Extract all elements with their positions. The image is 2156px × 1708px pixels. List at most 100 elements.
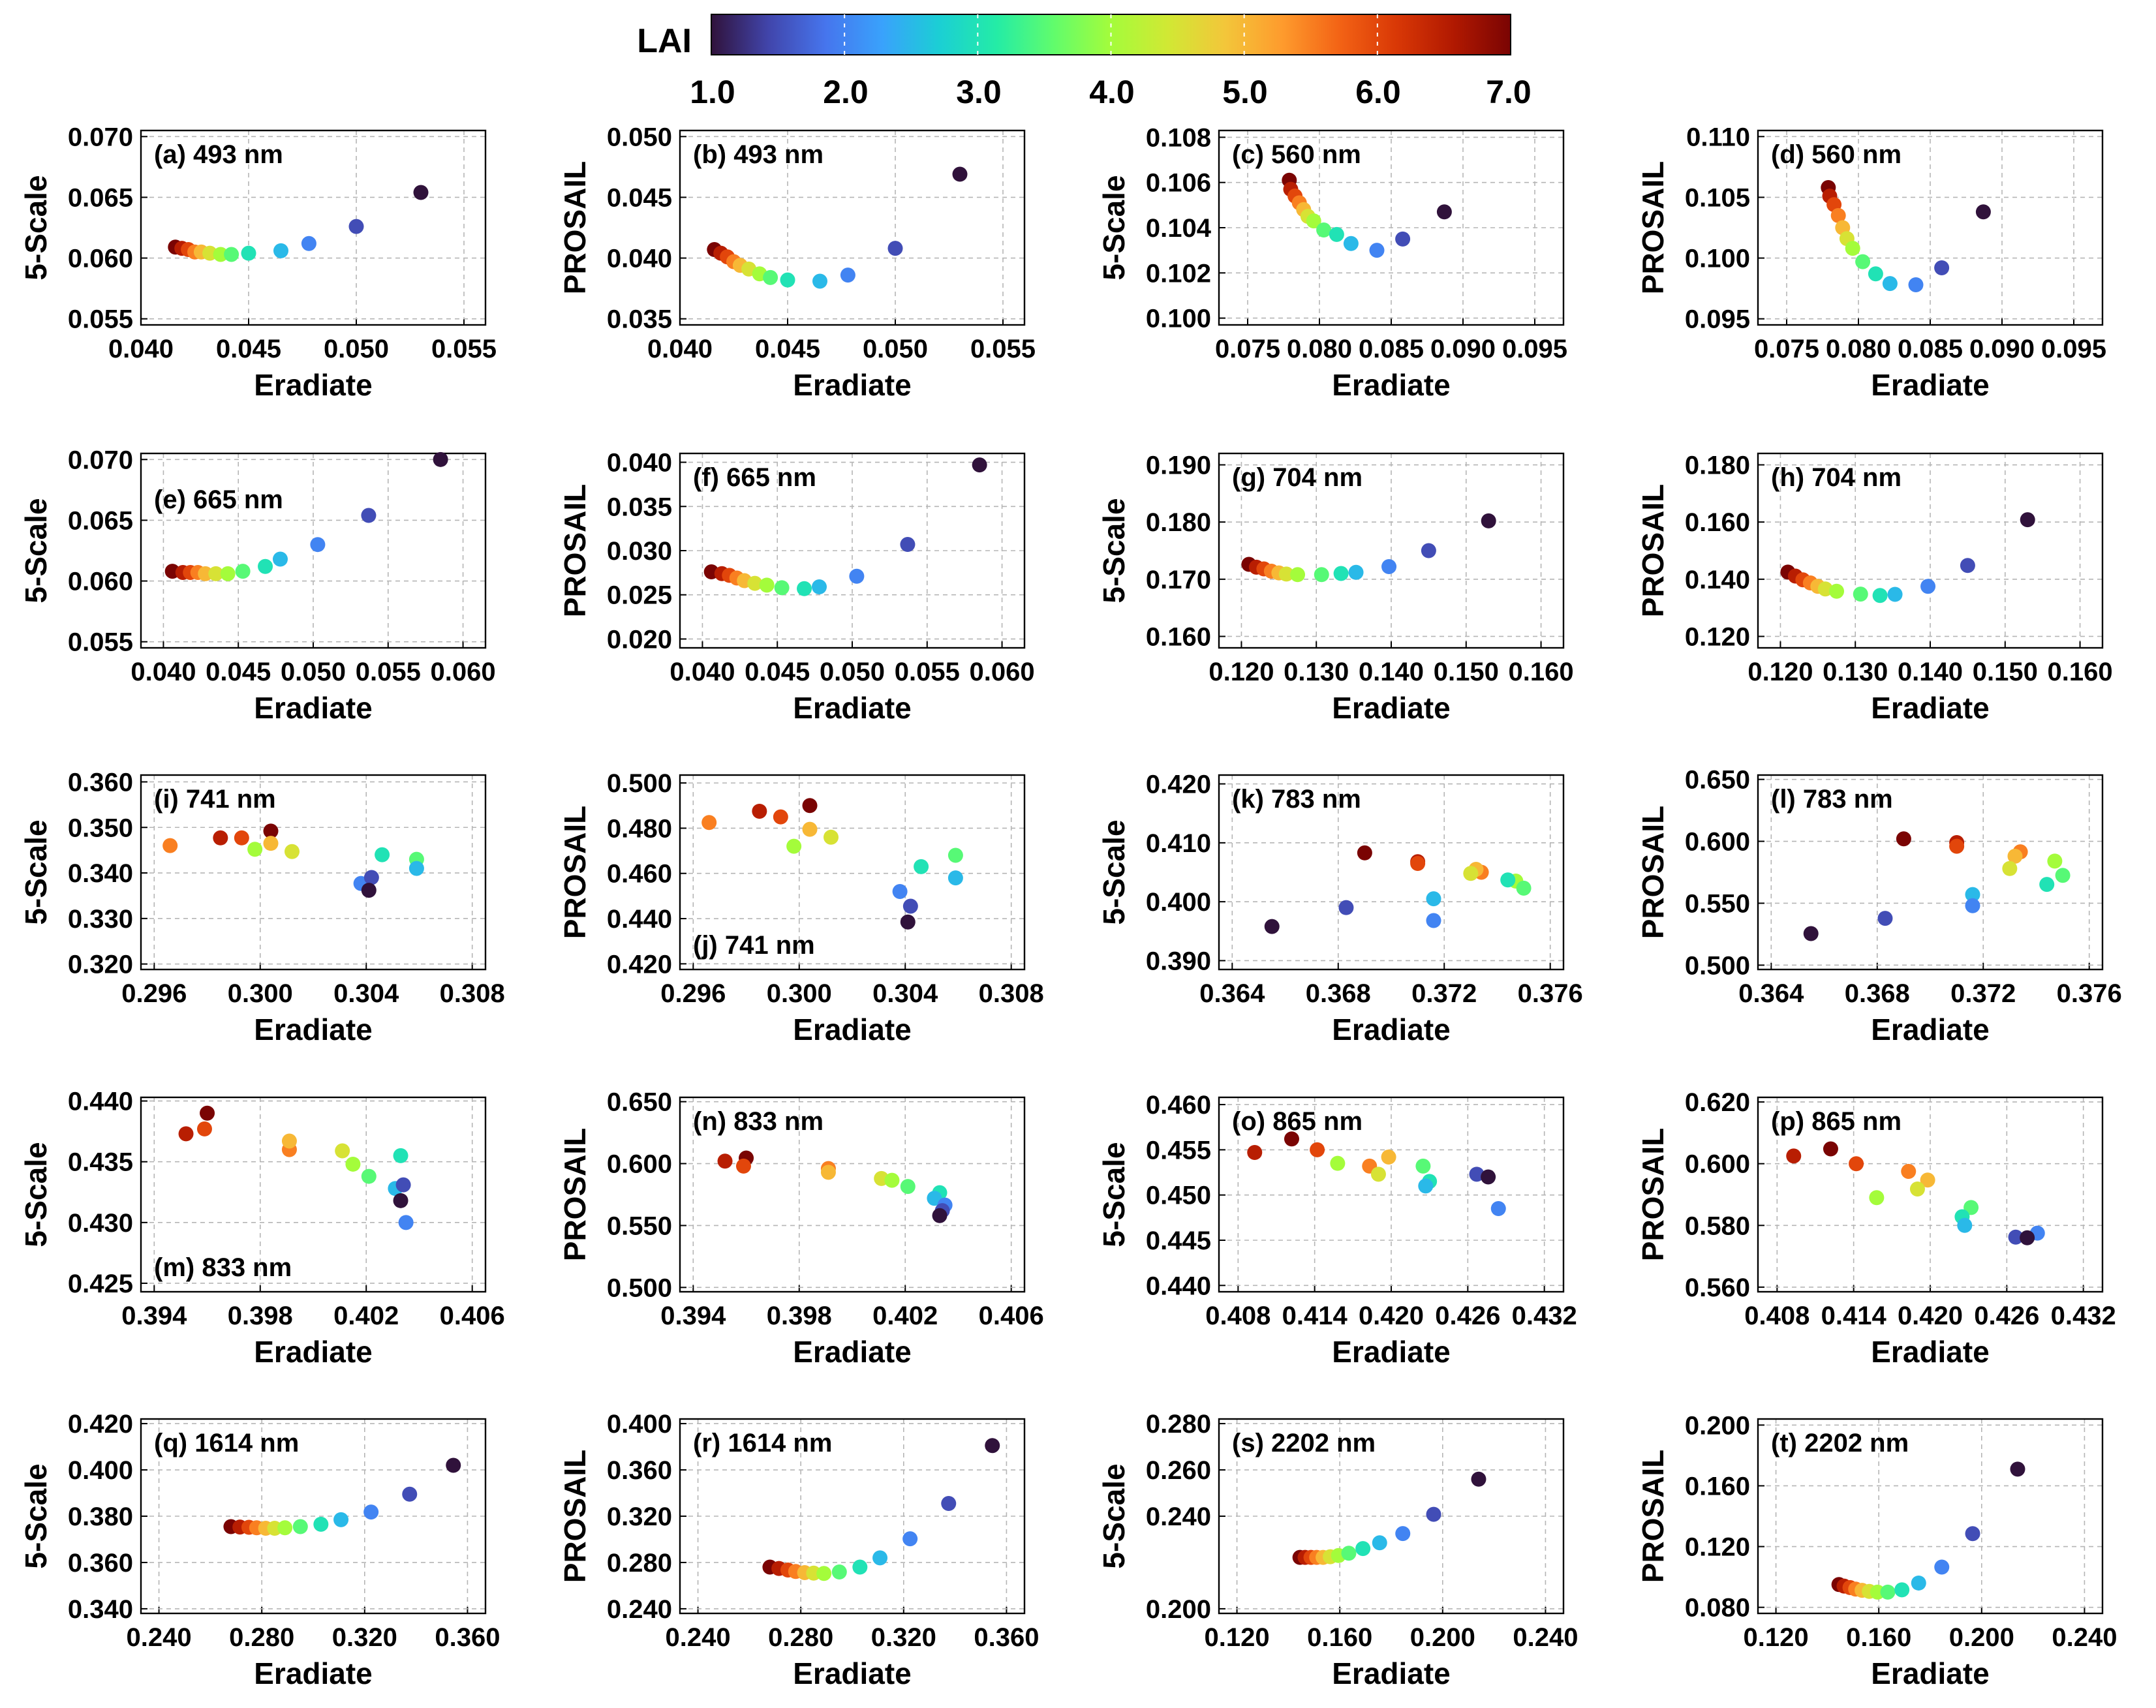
data-point [1975,204,1991,220]
data-point [361,883,377,898]
data-point [902,898,918,914]
colorbar-ticks [844,14,1378,55]
data-point [1830,207,1846,223]
x-tick-label: 0.045 [745,658,810,686]
x-tick-label: 0.308 [979,979,1044,1008]
plot-frame [140,1418,487,1615]
data-point [820,1165,836,1180]
data-point [1333,566,1349,581]
x-tick-label: 0.280 [768,1623,833,1652]
x-tick-label: 0.090 [1969,335,2035,363]
x-tick-label: 0.398 [228,1302,293,1330]
data-point [1381,1149,1396,1165]
y-tick-label: 0.100 [1146,305,1211,333]
x-tick-label: 0.408 [1205,1302,1270,1330]
y-tick-label: 0.030 [607,537,672,566]
x-tick-label: 0.394 [660,1302,726,1330]
x-tick-label: 0.040 [670,658,735,686]
data-point [972,457,987,473]
data-point [1264,919,1280,934]
y-tick-label: 0.065 [68,183,133,212]
y-tick-label: 0.180 [1685,451,1750,480]
data-point [1908,277,1924,293]
y-axis-title: PROSAIL [1636,484,1670,617]
data-point [985,1438,1000,1454]
panel-q: 0.240 0.280 0.320 0.360 0.340 0.360 0.380 0.400… [19,1410,500,1690]
y-tick-label: 0.460 [607,860,672,889]
y-tick-label: 0.120 [1685,622,1750,651]
data-point [1882,276,1898,292]
y-axis-title: PROSAIL [1636,806,1670,939]
y-axis-title: PROSAIL [1636,1450,1670,1583]
x-tick-label: 0.240 [1513,1623,1578,1652]
y-tick-label: 0.550 [1685,889,1750,918]
data-point [348,219,364,234]
y-tick-label: 0.100 [1685,245,1750,273]
y-tick-label: 0.455 [1146,1136,1211,1165]
x-tick-label: 0.050 [820,658,885,686]
y-tick-label: 0.350 [68,814,133,842]
x-axis-title: Eradiate [793,1013,912,1046]
y-tick-label: 0.260 [1146,1456,1211,1485]
x-axis-title: Eradiate [1332,1013,1451,1046]
data-point [947,847,963,863]
data-point [1341,1546,1357,1561]
data-point [1964,1200,1979,1215]
x-tick-label: 0.240 [2052,1623,2117,1652]
x-tick-label: 0.050 [281,658,346,686]
data-point [763,269,778,285]
x-tick-label: 0.055 [431,335,497,363]
data-point [1911,1575,1926,1591]
data-point [952,166,968,182]
data-point [900,537,916,553]
x-tick-label: 0.402 [872,1302,938,1330]
y-tick-label: 0.045 [607,183,672,212]
panel-label: (i) 741 nm [154,785,276,814]
panel-f: 0.040 0.045 0.050 0.055 0.060 0.020 0.025 0.030… [558,449,1035,725]
data-point [1355,1541,1371,1557]
data-point [393,1193,408,1208]
y-tick-label: 0.035 [607,305,672,334]
y-tick-label: 0.500 [1685,951,1750,980]
panel-label: (t) 2202 nm [1771,1429,1909,1457]
data-point [824,829,839,845]
data-point [178,1126,194,1142]
x-axis-title: Eradiate [1871,368,1990,402]
data-point [1894,1582,1910,1598]
x-tick-label: 0.055 [970,335,1036,363]
data-point [310,537,326,553]
data-point [393,1148,408,1163]
x-tick-label: 0.050 [324,335,389,363]
data-point [1934,1559,1950,1575]
data-point [773,809,788,825]
x-tick-label: 0.200 [1410,1623,1475,1652]
plot-frame [1757,452,2104,649]
x-tick-label: 0.420 [1359,1302,1424,1330]
data-point [2020,1230,2035,1245]
data-point [1870,1584,1885,1600]
y-tick-label: 0.320 [607,1502,672,1531]
data-point [932,1208,947,1223]
y-tick-label: 0.400 [68,1456,133,1485]
data-point [780,272,795,288]
x-tick-label: 0.060 [431,658,496,686]
data-point [752,803,767,819]
data-point [1868,266,1883,282]
data-point [802,821,818,837]
data-point [335,1143,350,1159]
y-tick-label: 0.460 [1146,1091,1211,1120]
x-tick-label: 0.080 [1826,335,1891,363]
x-tick-label: 0.372 [1950,979,2016,1008]
x-tick-label: 0.140 [1898,658,1963,686]
y-tick-label: 0.445 [1146,1227,1211,1255]
y-axis-title: PROSAIL [1636,1128,1670,1261]
data-point [333,1512,349,1527]
x-tick-label: 0.120 [1205,1623,1270,1652]
data-point [797,581,812,596]
data-point [1849,1156,1864,1172]
colorbar-tick-4: 4.0 [1089,74,1135,110]
y-tick-label: 0.060 [68,568,133,596]
x-axis-title: Eradiate [254,368,373,402]
y-tick-label: 0.050 [607,123,672,151]
